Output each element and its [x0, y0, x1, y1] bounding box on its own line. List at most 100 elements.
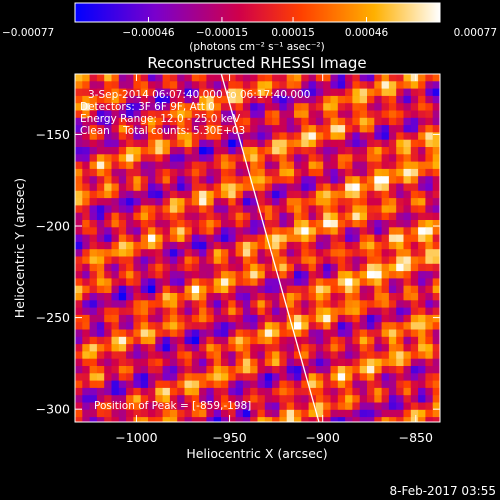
heatmap-cell	[155, 161, 163, 170]
heatmap-cell	[213, 336, 222, 345]
heatmap-cell	[330, 168, 339, 177]
heatmap-cell	[199, 300, 207, 308]
heatmap-cell	[184, 249, 193, 257]
heatmap-cell	[388, 198, 397, 206]
heatmap-cell	[111, 110, 120, 119]
heatmap-cell	[133, 110, 142, 119]
heatmap-cell	[133, 198, 142, 206]
heatmap-cell	[191, 176, 200, 184]
heatmap-cell	[242, 263, 251, 272]
heatmap-cell	[294, 74, 302, 82]
heatmap-cell	[425, 161, 434, 170]
heatmap-cell	[301, 263, 309, 272]
heatmap-cell	[352, 190, 361, 199]
heatmap-cell	[221, 358, 229, 367]
heatmap-cell	[177, 81, 185, 89]
heatmap-cell	[264, 409, 273, 418]
heatmap-cell	[82, 409, 90, 418]
heatmap-cell	[169, 103, 178, 111]
heatmap-cell	[89, 358, 98, 367]
heatmap-cell	[257, 300, 266, 308]
heatmap-cell	[345, 293, 353, 301]
heatmap-cell	[337, 168, 346, 177]
heatmap-cell	[374, 329, 382, 338]
heatmap-cell	[221, 271, 229, 279]
heatmap-cell	[235, 256, 244, 265]
heatmap-cell	[169, 220, 178, 228]
heatmap-cell	[242, 417, 251, 422]
heatmap-cell	[89, 387, 98, 396]
heatmap-cell	[177, 278, 185, 287]
heatmap-cell	[75, 198, 83, 206]
heatmap-cell	[126, 402, 134, 411]
heatmap-cell	[418, 307, 426, 316]
heatmap-cell	[235, 103, 244, 111]
heatmap-cell	[126, 336, 134, 345]
heatmap-cell	[242, 241, 251, 250]
heatmap-cell	[96, 366, 105, 374]
heatmap-cell	[264, 110, 273, 119]
heatmap-cell	[374, 176, 382, 184]
heatmap-cell	[337, 402, 346, 411]
heatmap-cell	[294, 183, 302, 192]
heatmap-cell	[199, 344, 207, 352]
heatmap-cell	[96, 183, 105, 192]
heatmap-cell	[191, 139, 200, 148]
heatmap-cell	[330, 395, 339, 403]
heatmap-cell	[432, 351, 440, 360]
heatmap-cell	[272, 366, 280, 374]
heatmap-cell	[118, 205, 127, 214]
heatmap-cell	[191, 380, 200, 389]
heatmap-cell	[82, 358, 90, 367]
heatmap-cell	[75, 176, 83, 184]
heatmap-cell	[96, 241, 105, 250]
heatmap-cell	[140, 409, 149, 418]
heatmap-cell	[89, 220, 98, 228]
heatmap-cell	[264, 387, 273, 396]
heatmap-cell	[206, 74, 215, 82]
heatmap-cell	[410, 132, 419, 141]
heatmap-cell	[235, 205, 244, 214]
heatmap-cell	[257, 256, 266, 265]
heatmap-cell	[367, 81, 375, 89]
heatmap-cell	[388, 227, 397, 235]
heatmap-cell	[89, 300, 98, 308]
heatmap-cell	[432, 307, 440, 316]
heatmap-cell	[213, 409, 222, 418]
heatmap-cell	[337, 220, 346, 228]
heatmap-cell	[177, 314, 185, 323]
heatmap-cell	[206, 395, 215, 403]
heatmap-cell	[352, 373, 361, 381]
heatmap-cell	[148, 351, 156, 360]
heatmap-cell	[250, 256, 258, 265]
heatmap-cell	[323, 417, 331, 422]
heatmap-cell	[374, 154, 382, 162]
heatmap-cell	[162, 387, 171, 396]
heatmap-cell	[206, 417, 215, 422]
heatmap-cell	[425, 198, 434, 206]
heatmap-cell	[206, 271, 215, 279]
heatmap-cell	[111, 366, 120, 374]
heatmap-cell	[75, 249, 83, 257]
heatmap-cell	[89, 125, 98, 133]
heatmap-cell	[206, 183, 215, 192]
heatmap-cell	[388, 314, 397, 323]
heatmap-cell	[75, 395, 83, 403]
heatmap-cell	[301, 161, 309, 170]
heatmap-cell	[250, 212, 258, 221]
heatmap-cell	[184, 110, 193, 119]
heatmap-cell	[330, 103, 339, 111]
heatmap-cell	[133, 74, 142, 82]
heatmap-cell	[403, 387, 412, 396]
heatmap-cell	[169, 212, 178, 221]
heatmap-cell	[177, 358, 185, 367]
heatmap-cell	[206, 409, 215, 418]
heatmap-cell	[250, 176, 258, 184]
heatmap-cell	[432, 212, 440, 221]
heatmap-cell	[323, 329, 331, 338]
heatmap-cell	[162, 198, 171, 206]
heatmap-cell	[432, 402, 440, 411]
heatmap-cell	[199, 314, 207, 323]
heatmap-cell	[264, 285, 273, 294]
heatmap-cell	[352, 110, 361, 119]
